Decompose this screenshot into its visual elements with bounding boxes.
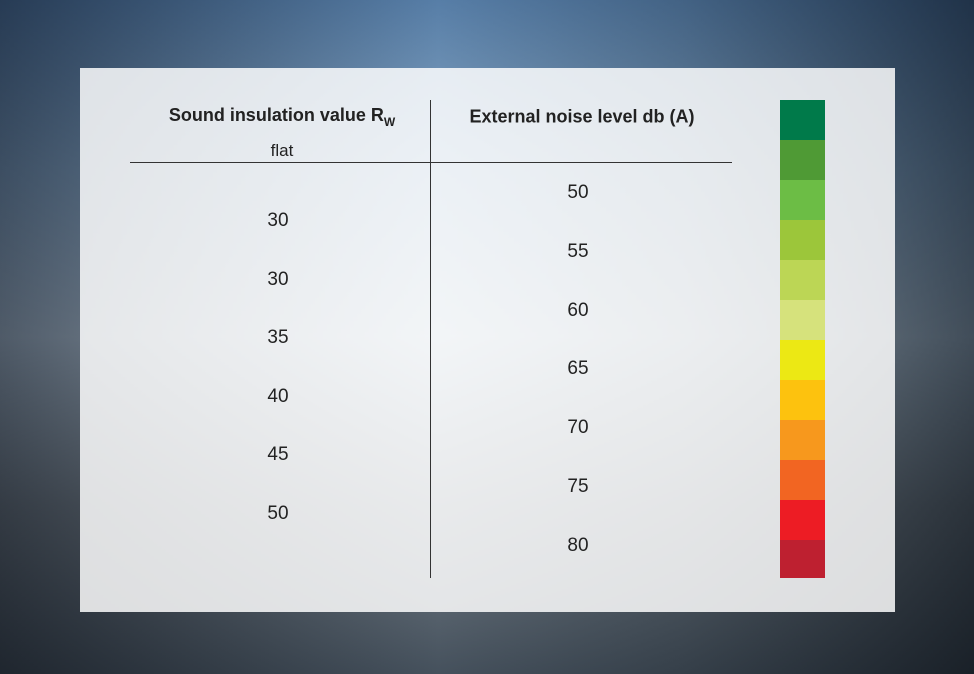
swatch xyxy=(780,340,825,380)
column-header: External noise level db (A) xyxy=(469,106,695,127)
swatch xyxy=(780,100,825,140)
swatch xyxy=(780,420,825,460)
column-subtitle: flat xyxy=(270,141,294,160)
noise-level: 75 xyxy=(567,476,589,497)
insulation-value: 45 xyxy=(267,444,289,466)
swatch xyxy=(780,260,825,300)
panel xyxy=(80,68,895,612)
swatch xyxy=(780,220,825,260)
insulation-value: 30 xyxy=(267,210,289,231)
swatch xyxy=(780,180,825,220)
column-divider xyxy=(430,100,431,578)
column-header: Sound insulation value RW xyxy=(169,105,395,129)
insulation-value: 40 xyxy=(267,385,289,407)
header-rule xyxy=(130,162,732,163)
noise-level: 70 xyxy=(567,417,589,439)
swatch xyxy=(780,380,825,420)
noise-level: 65 xyxy=(567,358,589,380)
insulation-value: 35 xyxy=(267,327,289,349)
header-text: Sound insulation value R xyxy=(168,105,384,126)
swatch xyxy=(780,540,825,578)
noise-level: 80 xyxy=(567,534,589,556)
swatch xyxy=(780,140,825,180)
swatch xyxy=(780,500,825,540)
insulation-value: 30 xyxy=(267,268,289,290)
noise-level: 60 xyxy=(567,299,589,321)
insulation-value: 50 xyxy=(267,503,289,524)
noise-level: 55 xyxy=(567,240,589,262)
noise-level: 50 xyxy=(567,182,589,203)
swatch xyxy=(780,300,825,340)
header-subscript: W xyxy=(383,114,396,129)
swatch xyxy=(780,460,825,500)
